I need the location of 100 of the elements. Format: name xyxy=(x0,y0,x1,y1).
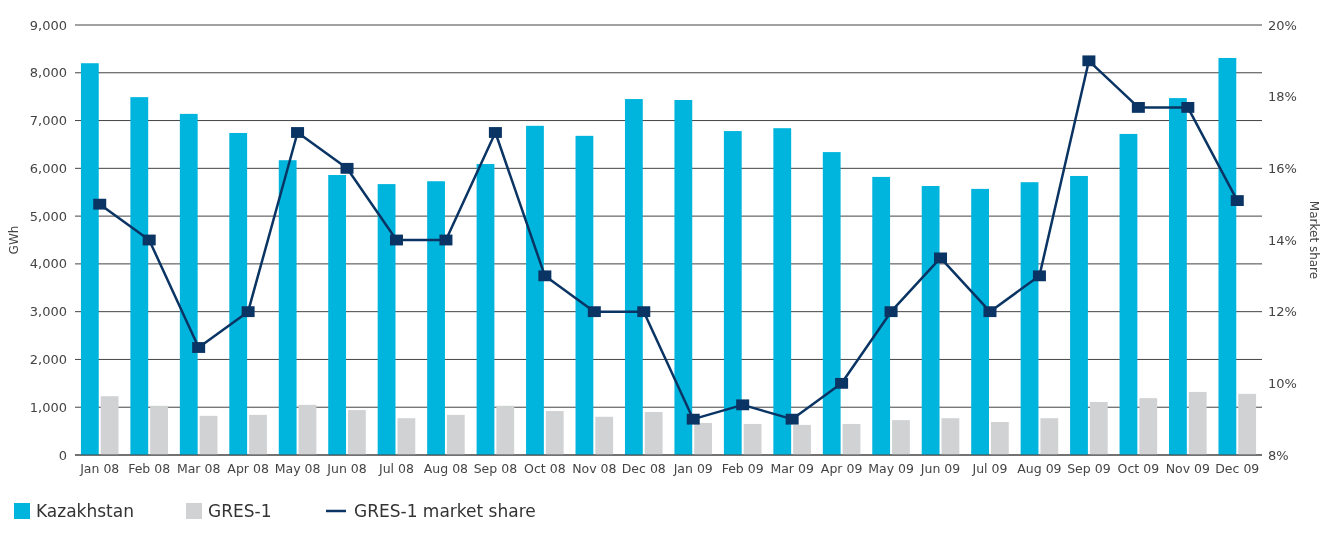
point xyxy=(983,306,997,318)
y-tick-label: 8,000 xyxy=(29,65,67,81)
point xyxy=(637,306,651,318)
x-tick-label: Dec 09 xyxy=(1215,461,1260,477)
bar xyxy=(150,405,168,455)
bar xyxy=(575,135,594,455)
x-tick-label: Jan 08 xyxy=(79,461,120,477)
point xyxy=(785,413,799,425)
y2-tick-label: 14% xyxy=(1268,232,1297,248)
bar xyxy=(1188,391,1207,455)
x-tick-label: Nov 09 xyxy=(1165,461,1210,477)
x-tick-label: Oct 09 xyxy=(1117,461,1160,477)
bar xyxy=(743,423,762,455)
y-tick-label: 5,000 xyxy=(29,208,67,224)
y-tick-label: 2,000 xyxy=(29,351,67,367)
bar xyxy=(644,412,663,455)
point xyxy=(934,252,948,264)
bar xyxy=(278,160,297,455)
x-tick-label: Sep 08 xyxy=(473,461,518,477)
y-tick-label: 3,000 xyxy=(29,304,67,320)
bar xyxy=(872,176,891,455)
x-tick-label: Sep 09 xyxy=(1067,461,1111,477)
x-tick-label: Aug 08 xyxy=(423,461,469,477)
bar xyxy=(427,181,445,455)
bar xyxy=(80,63,99,455)
point xyxy=(1131,102,1145,113)
y2-tick-label: 10% xyxy=(1268,375,1297,391)
x-tick-label: Jun 08 xyxy=(326,461,367,477)
bar xyxy=(545,411,564,455)
point xyxy=(1082,55,1096,67)
point xyxy=(686,413,700,425)
bar xyxy=(100,396,119,455)
x-tick-label: Jul 09 xyxy=(971,461,1008,477)
bar xyxy=(990,422,1009,455)
point xyxy=(1032,270,1046,282)
bar xyxy=(298,404,317,455)
bar xyxy=(1238,393,1257,455)
bar xyxy=(397,418,416,455)
bar xyxy=(793,424,811,455)
bar xyxy=(1169,98,1187,455)
y2-tick-label: 8% xyxy=(1268,447,1289,463)
legend-label: GRES-1 market share xyxy=(354,500,536,521)
bar xyxy=(199,415,218,455)
bar xyxy=(328,175,347,455)
bar xyxy=(674,100,693,455)
point xyxy=(736,399,750,411)
bar xyxy=(892,420,910,455)
bar xyxy=(723,131,742,455)
bar xyxy=(624,99,643,455)
bar xyxy=(1139,398,1158,455)
point xyxy=(93,198,107,210)
bar xyxy=(476,164,495,455)
x-tick-label: Mar 09 xyxy=(770,461,814,477)
point xyxy=(1230,195,1244,206)
point xyxy=(538,270,552,282)
x-tick-label: Apr 09 xyxy=(820,461,863,477)
bar xyxy=(377,184,396,455)
bar xyxy=(179,113,198,455)
y-tick-label: 1,000 xyxy=(29,399,67,415)
legend-label: GRES-1 xyxy=(208,500,272,521)
bar xyxy=(1040,418,1059,455)
bar xyxy=(229,132,248,455)
bar xyxy=(1070,175,1088,455)
x-tick-label: Feb 08 xyxy=(128,461,171,477)
x-tick-label: Jun 09 xyxy=(919,461,961,477)
x-tick-label: Oct 08 xyxy=(524,461,566,477)
bar xyxy=(842,423,861,455)
point xyxy=(835,377,849,389)
point xyxy=(192,342,206,353)
point xyxy=(241,306,255,318)
x-tick-label: May 09 xyxy=(868,461,914,477)
bar xyxy=(1020,182,1039,455)
y-tick-label: 0 xyxy=(58,447,67,463)
bar xyxy=(1218,57,1237,455)
bar xyxy=(921,186,940,455)
bar xyxy=(348,410,366,455)
bar xyxy=(526,125,544,455)
point xyxy=(439,234,453,246)
bar xyxy=(249,414,267,455)
y-tick-label: 7,000 xyxy=(29,113,67,129)
x-tick-label: Jan 09 xyxy=(672,461,713,477)
bar xyxy=(941,418,960,455)
x-tick-label: Nov 08 xyxy=(572,461,617,477)
y2-tick-label: 18% xyxy=(1268,89,1297,105)
x-tick-label: Jul 08 xyxy=(377,461,414,477)
point xyxy=(291,127,305,138)
bar xyxy=(130,97,149,455)
y-tick-label: 9,000 xyxy=(29,17,67,33)
x-tick-label: Aug 09 xyxy=(1017,461,1062,477)
bar xyxy=(1119,133,1138,455)
y-tick-label: 4,000 xyxy=(29,256,67,272)
y2-tick-label: 12% xyxy=(1268,304,1297,320)
bar xyxy=(496,405,515,455)
y-tick-label: 6,000 xyxy=(29,160,67,176)
bar xyxy=(595,416,614,455)
point xyxy=(488,127,502,138)
point xyxy=(340,162,354,174)
x-tick-label: Mar 08 xyxy=(176,461,221,477)
x-tick-label: Apr 08 xyxy=(227,461,269,477)
point xyxy=(884,306,898,318)
